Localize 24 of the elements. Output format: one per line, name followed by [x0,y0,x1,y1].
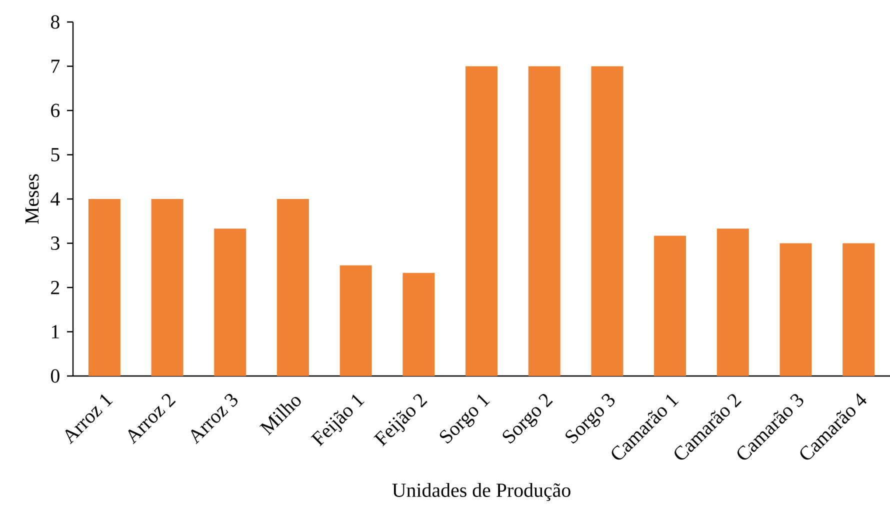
y-tick-label: 3 [51,236,60,250]
y-tick-label: 4 [50,192,60,206]
bar [276,198,309,376]
y-axis-title: Meses [25,174,39,224]
y-tick-label: 5 [51,148,60,162]
bar [780,243,812,376]
y-tick-label: 8 [50,15,60,29]
y-tick-label: 1 [52,325,59,338]
y-tick-label: 2 [51,280,60,294]
bar [528,66,560,376]
x-axis-title: Unidades de Produção [392,482,570,501]
bar [842,243,875,376]
bar [340,265,372,376]
bar [402,272,435,376]
bar [466,66,498,376]
y-tick-label: 0 [50,369,60,383]
bar [591,66,624,376]
y-tick-label: 7 [52,60,60,73]
bar [716,228,749,376]
y-tick-label: 6 [51,104,60,118]
bar [214,228,246,376]
bar [88,198,120,376]
bar [151,198,184,376]
bar [654,236,686,376]
